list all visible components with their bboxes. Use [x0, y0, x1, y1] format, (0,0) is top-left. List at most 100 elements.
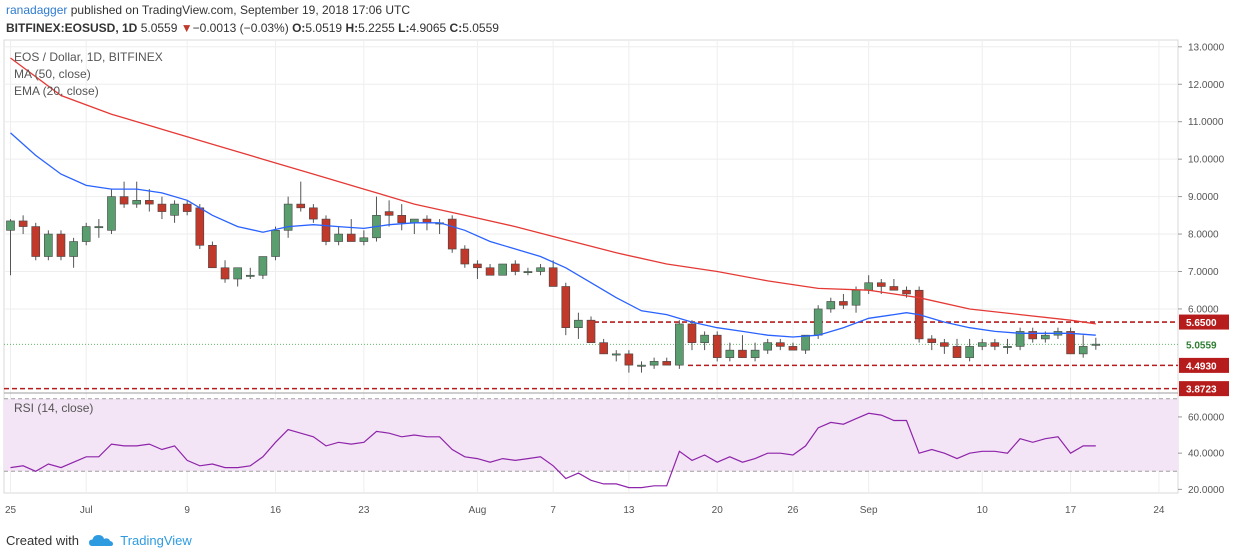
rsi-tick-label: 60.0000: [1188, 412, 1225, 423]
candle-body: [599, 342, 608, 355]
candle-body: [44, 233, 53, 257]
candle-body: [258, 256, 268, 276]
candle-body: [725, 349, 735, 358]
candle-body: [902, 289, 911, 295]
time-tick-label: 25: [5, 505, 17, 516]
grid-lines: [4, 40, 1178, 493]
time-tick-label: Aug: [469, 505, 487, 516]
publisher-link[interactable]: ranadagger: [6, 3, 68, 17]
candle-body: [649, 361, 659, 366]
candle-body: [460, 248, 470, 265]
candle-body: [334, 233, 343, 242]
low-value: 4.9065: [409, 21, 447, 35]
symbol-name: BITFINEX:EOSUSD, 1D: [6, 21, 138, 35]
close-value: 5.0559: [462, 21, 499, 35]
tradingview-cloud-icon: [88, 534, 113, 550]
candle-body: [321, 218, 331, 242]
candle-body: [763, 342, 773, 351]
candle-body: [952, 346, 962, 358]
candle-body: [712, 334, 722, 358]
time-tick-label: 7: [550, 505, 556, 516]
price-tags: 5.6500 4.4930 3.8723 5.0559: [1179, 314, 1229, 397]
time-axis: 25 Jul 9 16 23 Aug 7 13 20 26 Sep 10 17 24: [5, 505, 1165, 516]
candle-body: [876, 282, 886, 287]
level-tag-label: 3.8723: [1186, 385, 1217, 396]
candle-body: [208, 244, 217, 269]
candle-body: [1015, 331, 1025, 347]
candle-body: [523, 271, 533, 274]
candle-body: [1078, 346, 1088, 355]
symbol-quote-line: BITFINEX:EOSUSD, 1D 5.0559 ▼−0.0013 (−0.…: [6, 21, 499, 35]
candle-body: [750, 349, 760, 358]
candle-body: [271, 230, 280, 257]
candle-body: [776, 342, 785, 347]
candle-body: [195, 207, 205, 246]
candle-body: [611, 353, 621, 356]
rsi-axis: 60.0000 40.0000 20.0000: [1178, 412, 1225, 496]
time-tick-label: 16: [270, 505, 282, 516]
open-value: 5.0519: [305, 21, 343, 35]
candle-body: [1066, 331, 1075, 355]
ma50-line: [10, 57, 1096, 325]
open-label: O:: [292, 21, 306, 35]
candle-body: [145, 200, 154, 205]
time-tick-label: 17: [1065, 505, 1077, 516]
high-value: 5.2255: [358, 21, 395, 35]
candle-body: [662, 361, 672, 366]
candle-body: [561, 286, 571, 328]
candle-body: [94, 226, 104, 229]
time-tick-label: Sep: [860, 505, 878, 516]
candle-body: [675, 323, 684, 366]
legend-rsi: RSI (14, close): [14, 401, 93, 415]
candle-body: [107, 196, 116, 231]
level-tag-bg: [1179, 381, 1229, 397]
candle-body: [990, 342, 1000, 347]
candle-body: [220, 267, 230, 280]
candle-body: [182, 203, 192, 212]
close-label: C:: [449, 21, 463, 35]
publish-text: published on TradingView.com, September …: [67, 3, 411, 17]
time-tick-label: 26: [787, 505, 799, 516]
legend-ma: MA (50, close): [14, 67, 91, 81]
level-tag-bg: [1179, 357, 1229, 373]
candle-body: [788, 346, 798, 351]
candle-body: [510, 263, 520, 272]
last-price-tag-label: 5.0559: [1186, 340, 1217, 351]
time-tick-label: 23: [358, 505, 370, 516]
candle-body: [851, 289, 861, 306]
created-with-text: Created with: [6, 533, 79, 548]
time-tick-label: 20: [712, 505, 724, 516]
price-change: −0.0013 (−0.03%): [192, 21, 289, 35]
candle-body: [864, 282, 873, 291]
candle-body: [119, 196, 129, 205]
level-tag-bg: [1179, 314, 1229, 330]
time-tick-label: 13: [623, 505, 635, 516]
candle-body: [927, 338, 937, 343]
candle-body: [687, 323, 697, 343]
last-price-tag-bg: [1179, 336, 1229, 352]
down-arrow-icon: ▼: [180, 21, 193, 35]
candle-body: [359, 237, 369, 242]
candle-body: [31, 226, 41, 257]
ema20-line: [10, 132, 1096, 338]
candle-body: [157, 203, 167, 212]
tradingview-brand-link[interactable]: TradingView: [120, 533, 192, 548]
candle-body: [1003, 346, 1012, 348]
candle-body: [1028, 331, 1038, 340]
publish-info: ranadagger published on TradingView.com,…: [6, 3, 410, 17]
candle-body: [813, 308, 823, 336]
price-tick-label: 11.0000: [1188, 117, 1224, 128]
time-tick-label: Jul: [80, 505, 93, 516]
candle-body: [346, 233, 356, 242]
candle-body: [498, 263, 507, 276]
price-tick-label: 12.0000: [1188, 80, 1225, 91]
chart-area[interactable]: 13.0000 12.0000 11.0000 10.0000 9.0000 8.0000…: [0, 38, 1238, 518]
legend-title: EOS / Dollar, 1D, BITFINEX: [14, 50, 163, 64]
candle-body: [624, 353, 634, 366]
time-tick-label: 10: [977, 505, 989, 516]
candle-body: [1041, 334, 1050, 340]
candle-body: [889, 286, 899, 291]
price-tick-label: 7.0000: [1188, 267, 1219, 278]
candle-body: [309, 207, 318, 220]
price-tick-label: 6.0000: [1188, 304, 1219, 315]
